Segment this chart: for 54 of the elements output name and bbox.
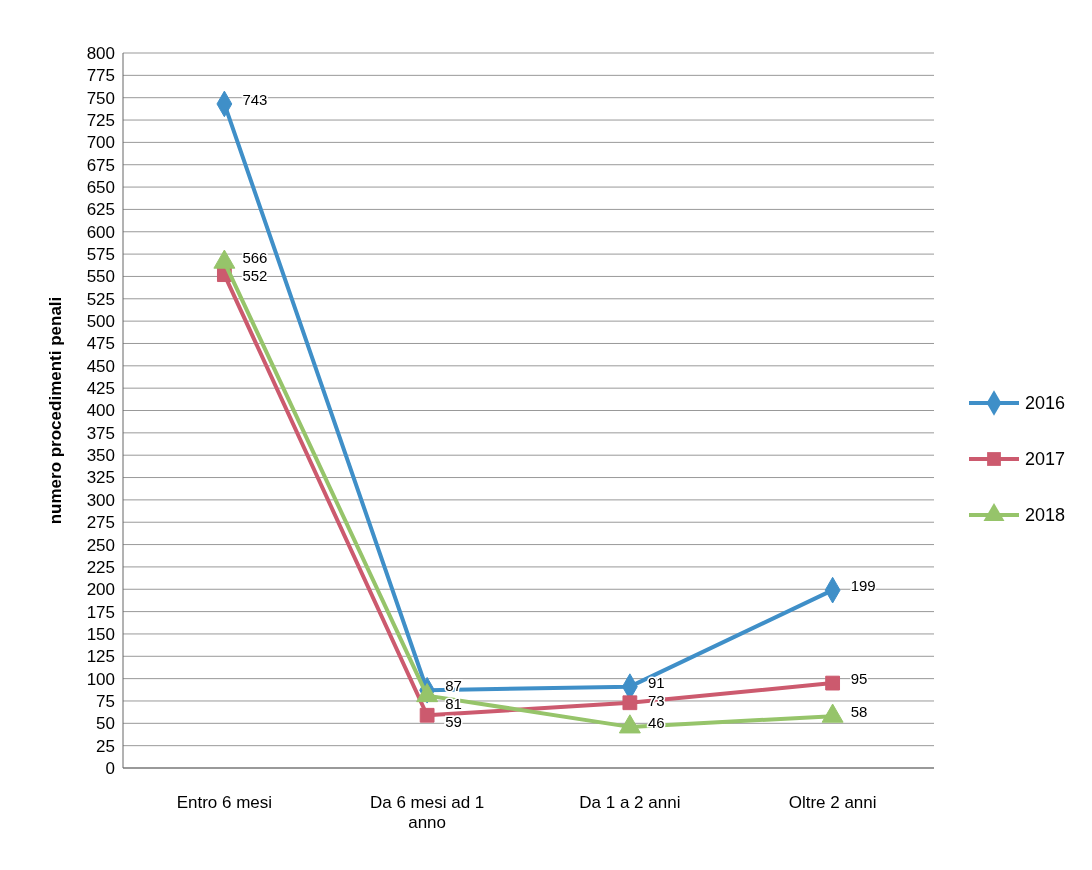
data-label: 73	[647, 691, 665, 709]
y-tick-label: 325	[86, 468, 115, 488]
data-label: 59	[445, 713, 462, 731]
point	[825, 675, 841, 691]
legend-label: 2017	[1025, 449, 1066, 470]
x-tick-label: Entro 6 mesi	[176, 793, 273, 812]
y-tick-label: 350	[86, 446, 115, 466]
x-tick-label: Oltre 2 anni	[788, 793, 877, 812]
data-label: 199	[850, 577, 876, 595]
y-tick-label: 550	[86, 267, 115, 287]
y-tick-label: 425	[86, 379, 115, 399]
data-label: 91	[647, 673, 665, 691]
y-tick-label: 275	[86, 513, 115, 533]
y-tick-label: 525	[86, 289, 115, 309]
y-tick-label: 750	[86, 88, 115, 108]
point	[419, 707, 435, 723]
y-tick-label: 775	[86, 66, 115, 86]
y-tick-label: 600	[86, 222, 115, 242]
y-tick-label: 675	[86, 155, 115, 175]
y-tick-label: 475	[86, 334, 115, 354]
y-tick-label: 75	[96, 691, 115, 711]
y-tick-label: 800	[86, 43, 115, 63]
y-tick-label: 150	[86, 624, 115, 644]
y-tick-label: 725	[86, 110, 115, 130]
y-tick-label: 450	[86, 356, 115, 376]
data-label: 95	[850, 670, 868, 688]
y-tick-label: 625	[86, 200, 115, 220]
y-tick-label: 700	[86, 133, 115, 153]
legend-label: 2016	[1025, 393, 1066, 414]
data-label: 552	[242, 267, 268, 285]
y-tick-label: 250	[86, 535, 115, 555]
y-tick-label: 500	[86, 312, 115, 332]
y-tick-label: 650	[86, 178, 115, 198]
y-tick-label: 400	[86, 401, 115, 421]
x-tick-label: Da 6 mesi ad 1 anno	[369, 793, 485, 833]
y-tick-label: 575	[86, 245, 115, 265]
data-label: 743	[242, 91, 268, 109]
data-label: 58	[850, 703, 868, 721]
y-tick-label: 125	[86, 647, 115, 667]
y-tick-label: 200	[86, 580, 115, 600]
y-tick-label: 0	[105, 758, 115, 778]
y-tick-label: 100	[86, 669, 115, 689]
y-tick-label: 375	[86, 423, 115, 443]
y-tick-label: 175	[86, 602, 115, 622]
legend-label: 2018	[1025, 505, 1066, 526]
point	[622, 695, 638, 711]
y-tick-label: 300	[86, 490, 115, 510]
data-label: 46	[647, 714, 665, 732]
y-tick-label: 50	[96, 714, 115, 734]
y-axis-title: numero procedimenti penali	[46, 296, 65, 525]
data-label: 566	[242, 249, 268, 267]
y-tick-label: 225	[86, 557, 115, 577]
x-tick-label: Da 1 a 2 anni	[579, 793, 681, 812]
y-tick-label: 25	[96, 736, 115, 756]
